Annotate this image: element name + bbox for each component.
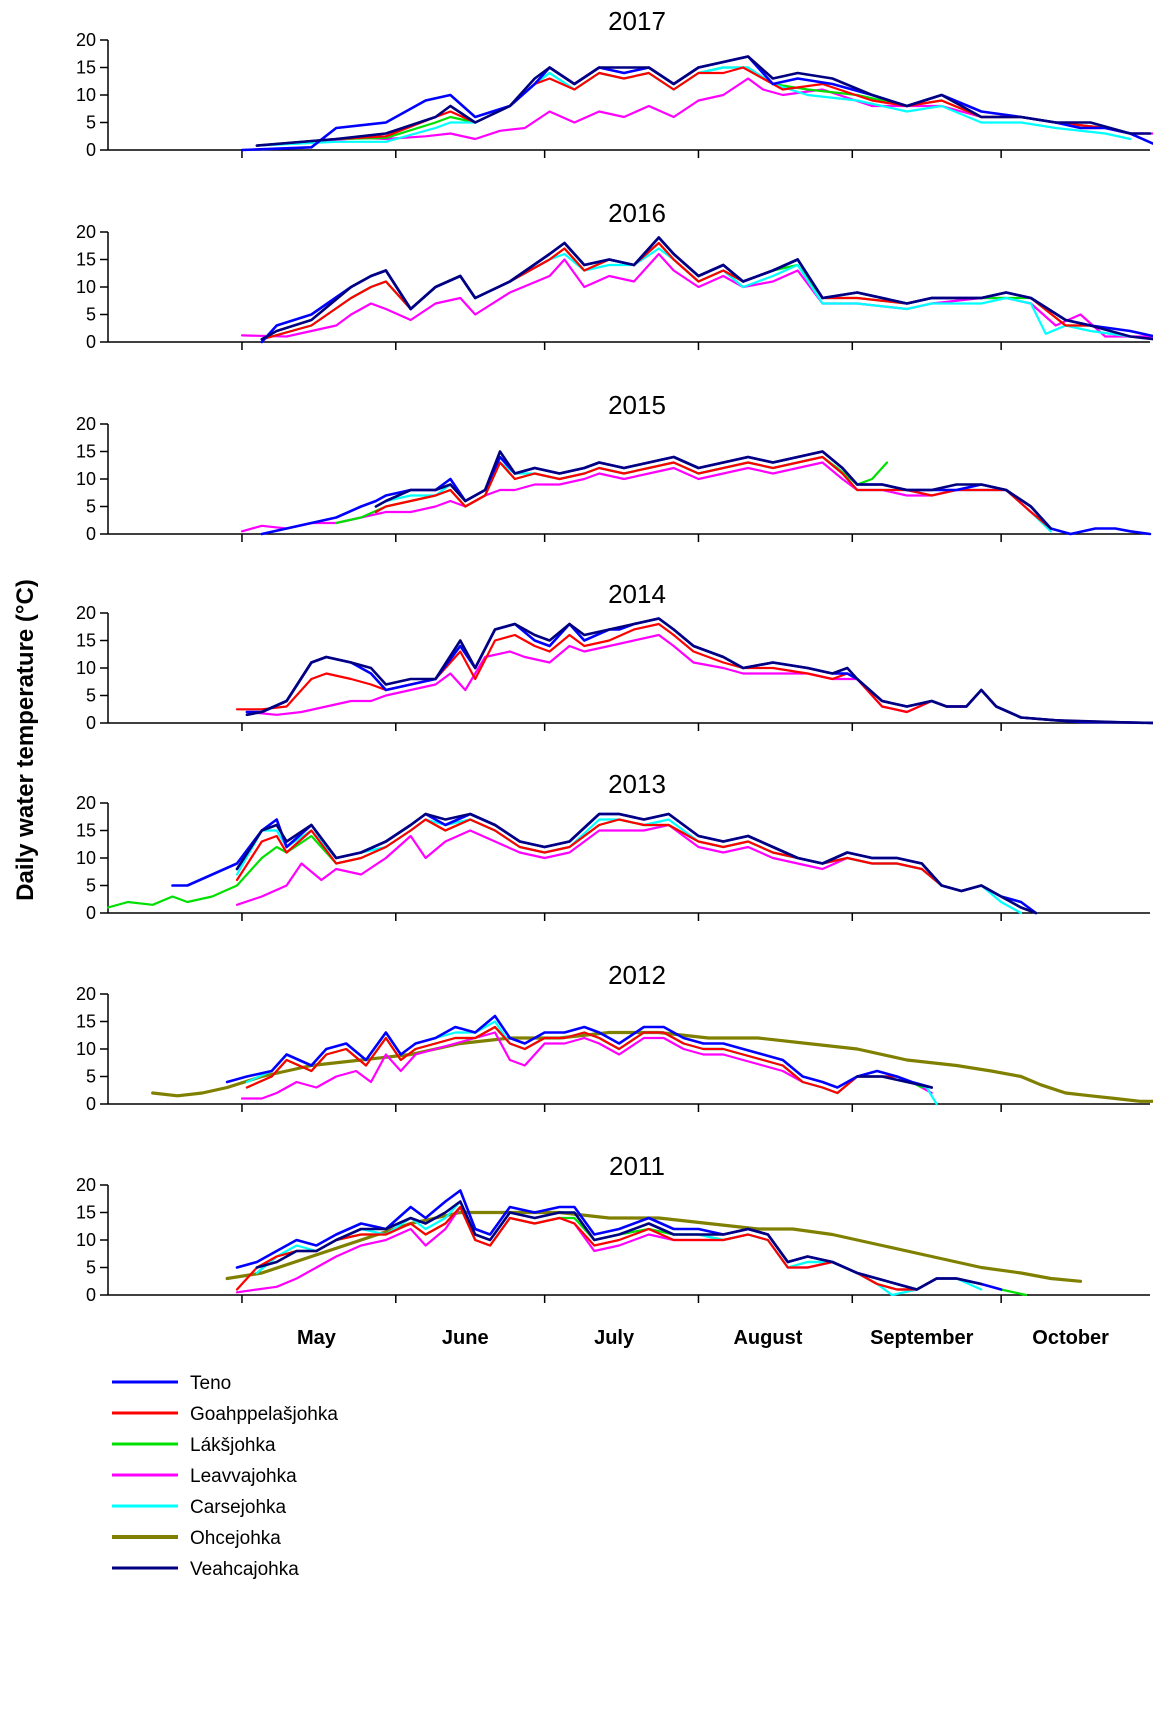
y-tick-label: 15 bbox=[76, 821, 96, 841]
series-line-Goahppelašjohka bbox=[235, 818, 1038, 915]
legend-item: Goahppelašjohka bbox=[112, 1404, 338, 1425]
month-label: October bbox=[1032, 1327, 1109, 1349]
y-tick-label: 10 bbox=[76, 848, 96, 868]
legend-label: Goahppelašjohka bbox=[190, 1404, 338, 1425]
series-line-Teno bbox=[245, 617, 1153, 725]
legend-label: Veahcajohka bbox=[190, 1559, 299, 1580]
series-line-Veahcajohka bbox=[255, 55, 1152, 147]
y-tick-label: 10 bbox=[76, 85, 96, 105]
series-line-Goahppelašjohka bbox=[260, 241, 1132, 341]
y-tick-label: 20 bbox=[76, 30, 96, 50]
y-tick-label: 20 bbox=[76, 222, 96, 242]
series-line-Goahppelašjohka bbox=[255, 66, 1132, 147]
y-tick-label: 0 bbox=[86, 332, 96, 352]
y-tick-label: 10 bbox=[76, 469, 96, 489]
series-line-Ohcejohka bbox=[225, 1210, 1083, 1283]
series-line-Veahcajohka bbox=[260, 236, 1153, 341]
y-tick-label: 15 bbox=[76, 442, 96, 462]
y-tick-label: 0 bbox=[86, 524, 96, 544]
y-tick-label: 5 bbox=[86, 113, 96, 133]
series-line-Veahcajohka bbox=[855, 1075, 934, 1089]
series-line-Carsejohka bbox=[235, 818, 1023, 915]
y-axis-label: Daily water temperature (°C) bbox=[12, 579, 39, 901]
month-label: May bbox=[297, 1327, 337, 1349]
panel-2011: 2011 0 5 10 15 20 bbox=[76, 1151, 1150, 1305]
y-tick-label: 5 bbox=[86, 1067, 96, 1087]
series-line-Teno bbox=[225, 1014, 934, 1089]
y-tick-label: 15 bbox=[76, 1203, 96, 1223]
panel-2017: 2017 0 5 10 15 20 bbox=[76, 6, 1153, 160]
series-line-Teno bbox=[260, 236, 1153, 344]
panel-2016: 2016 0 5 10 15 20 bbox=[76, 198, 1153, 352]
panel-2014: 2014 0 5 10 15 20 bbox=[76, 579, 1153, 733]
legend-label: Leavvajohka bbox=[190, 1466, 297, 1487]
y-tick-label: 10 bbox=[76, 1039, 96, 1059]
panel-title: 2016 bbox=[608, 198, 666, 228]
series-line-Goahppelašjohka bbox=[374, 455, 1052, 530]
panel-title: 2015 bbox=[608, 390, 666, 420]
series-line-Ohcejohka bbox=[151, 1030, 1153, 1103]
legend-label: Ohcejohka bbox=[190, 1528, 281, 1549]
panel-title: 2013 bbox=[608, 769, 666, 799]
legend-label: Teno bbox=[190, 1373, 231, 1394]
legend-item: Ohcejohka bbox=[112, 1528, 281, 1549]
y-tick-label: 20 bbox=[76, 603, 96, 623]
y-tick-label: 10 bbox=[76, 277, 96, 297]
y-tick-label: 15 bbox=[76, 250, 96, 270]
y-tick-label: 15 bbox=[76, 631, 96, 651]
panel-2012: 2012 0 5 10 15 20 bbox=[76, 960, 1153, 1114]
series-line-Veahcajohka bbox=[245, 617, 1153, 725]
month-label: July bbox=[594, 1327, 635, 1349]
y-tick-label: 15 bbox=[76, 1012, 96, 1032]
legend-item: Veahcajohka bbox=[112, 1559, 299, 1580]
panel-2015: 2015 0 5 10 15 20 bbox=[76, 390, 1152, 544]
series-line-Veahcajohka bbox=[235, 812, 1038, 915]
y-tick-label: 10 bbox=[76, 1230, 96, 1250]
series-line-Leavvajohka bbox=[235, 823, 1023, 909]
legend-label: Carsejohka bbox=[190, 1497, 287, 1518]
y-tick-label: 15 bbox=[76, 58, 96, 78]
legend-item: Carsejohka bbox=[112, 1497, 287, 1518]
series-line-Lákšjohka bbox=[260, 241, 1132, 341]
y-tick-label: 5 bbox=[86, 497, 96, 517]
legend-item: Lákšjohka bbox=[112, 1435, 276, 1456]
series-line-Leavvajohka bbox=[240, 461, 1052, 533]
legend-item: Teno bbox=[112, 1373, 231, 1394]
y-tick-label: 0 bbox=[86, 1285, 96, 1305]
y-tick-label: 5 bbox=[86, 1258, 96, 1278]
panel-title: 2011 bbox=[609, 1151, 665, 1181]
series-line-Veahcajohka bbox=[374, 450, 1053, 530]
panel-title: 2012 bbox=[608, 960, 666, 990]
series-line-Teno bbox=[260, 450, 1152, 536]
month-label: September bbox=[870, 1327, 974, 1349]
y-tick-label: 5 bbox=[86, 686, 96, 706]
month-label: August bbox=[733, 1327, 802, 1349]
y-tick-label: 0 bbox=[86, 1094, 96, 1114]
y-tick-label: 5 bbox=[86, 305, 96, 325]
month-label: June bbox=[442, 1327, 489, 1349]
y-tick-label: 0 bbox=[86, 713, 96, 733]
legend-item: Leavvajohka bbox=[112, 1466, 297, 1487]
series-line-Goahppelašjohka bbox=[245, 1025, 933, 1095]
y-tick-label: 5 bbox=[86, 876, 96, 896]
y-tick-label: 20 bbox=[76, 1175, 96, 1195]
y-tick-label: 0 bbox=[86, 140, 96, 160]
panel-title: 2017 bbox=[608, 6, 666, 36]
y-tick-label: 0 bbox=[86, 903, 96, 923]
panel-2013: 2013 0 5 10 15 20 bbox=[76, 769, 1150, 923]
y-tick-label: 10 bbox=[76, 658, 96, 678]
legend-label: Lákšjohka bbox=[190, 1435, 276, 1456]
y-tick-label: 20 bbox=[76, 984, 96, 1004]
y-tick-label: 20 bbox=[76, 414, 96, 434]
y-tick-label: 20 bbox=[76, 793, 96, 813]
series-line-Veahcajohka bbox=[255, 1200, 983, 1291]
panel-title: 2014 bbox=[608, 579, 666, 609]
